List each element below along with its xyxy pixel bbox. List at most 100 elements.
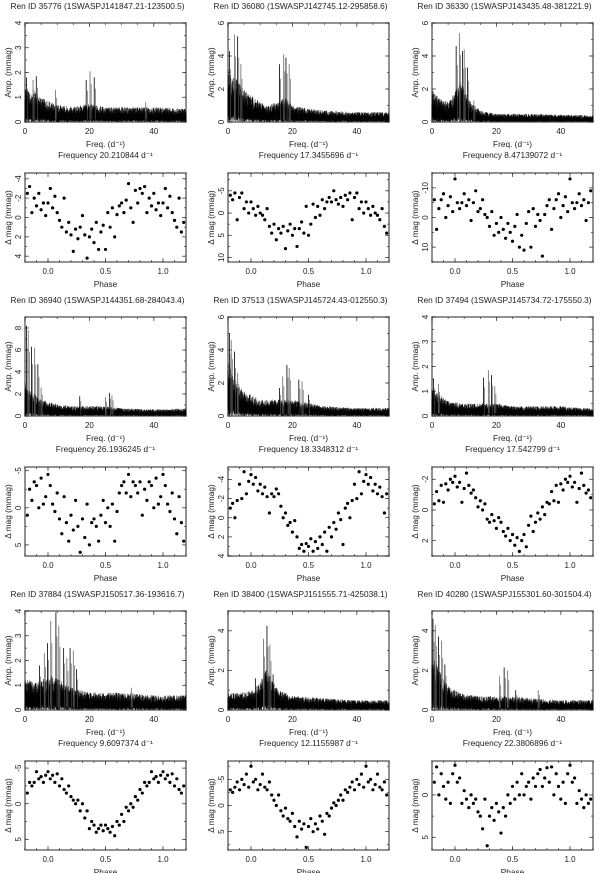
phase-point — [159, 773, 163, 777]
phase-point — [504, 534, 508, 538]
phase-point — [182, 539, 186, 543]
phase-point — [311, 549, 315, 553]
phase-point — [540, 505, 545, 509]
phase-point — [570, 780, 574, 784]
phase-point — [124, 491, 128, 495]
phase-point — [168, 509, 172, 514]
phase-point — [508, 539, 512, 543]
y-axis-label: Δ mag (mmag) — [3, 484, 13, 539]
phase-point — [513, 224, 517, 228]
phase-point — [566, 209, 570, 214]
panel-title: Ren ID 37494 (1SWASPJ145734.72-175550.3) — [417, 295, 591, 305]
phase-point — [25, 191, 29, 195]
phase-point — [267, 224, 271, 228]
x-tick-label: 0.5 — [507, 561, 519, 570]
phase-point — [300, 827, 304, 831]
phase-point — [156, 502, 160, 506]
y-tick-label: 0 — [217, 803, 226, 808]
phase-point — [110, 502, 114, 506]
phase-point — [573, 207, 577, 211]
phase-point — [258, 482, 262, 486]
y-axis-label: Amp. (mmag) — [410, 341, 420, 391]
y-axis-label: Amp. (mmag) — [3, 635, 13, 685]
phase-point — [302, 549, 306, 553]
phase-point — [270, 492, 274, 496]
frequency-caption: Frequency 12.1155987 d⁻¹ — [259, 738, 358, 748]
x-tick-label: 0 — [23, 127, 28, 136]
phase-point — [373, 211, 377, 215]
phase-point — [48, 777, 52, 781]
phase-point — [524, 784, 528, 789]
phase-point — [362, 211, 366, 215]
y-tick-label: 0 — [14, 801, 23, 806]
phase-point — [94, 524, 98, 528]
phase-point — [543, 776, 547, 780]
plot-frame — [431, 316, 594, 417]
y-tick-label: 0 — [14, 413, 23, 418]
phase-point — [499, 520, 503, 524]
y-axis-label: Amp. (mmag) — [206, 341, 216, 391]
phase-point — [44, 213, 48, 218]
x-tick-label: 40 — [556, 715, 565, 724]
phase-point — [364, 200, 368, 204]
x-tick-label: 0.0 — [245, 561, 257, 570]
phase-point — [586, 488, 591, 492]
phase-point — [481, 198, 485, 202]
phase-point — [556, 500, 561, 504]
phase-point — [131, 805, 135, 809]
phase-point — [313, 822, 317, 826]
phase-point — [279, 504, 283, 508]
phase-point — [561, 780, 565, 784]
phase-point — [378, 485, 382, 489]
phase-point — [163, 186, 167, 191]
x-axis-label: Phase — [501, 573, 525, 583]
phase-point — [39, 476, 43, 480]
phase-point — [561, 488, 565, 492]
phase-point — [240, 496, 244, 501]
phase-point — [375, 772, 380, 776]
phase-point — [256, 489, 260, 493]
phase-point — [510, 239, 515, 243]
phase-point — [568, 474, 572, 478]
phase-point — [44, 495, 48, 499]
phase-point — [41, 780, 46, 784]
phase-point — [547, 198, 551, 202]
x-tick-label: 0.5 — [507, 855, 519, 864]
phase-point — [522, 793, 526, 797]
phase-point — [494, 801, 498, 805]
y-tick-label: 5 — [14, 542, 23, 547]
phase-point — [25, 791, 29, 795]
y-tick-label: 0 — [421, 413, 430, 418]
phase-point — [481, 827, 485, 831]
phase-point — [92, 823, 96, 827]
phase-point — [85, 809, 89, 813]
phase-point — [559, 797, 563, 801]
phase-point — [460, 500, 464, 504]
phase-point — [487, 520, 492, 524]
phase-point — [288, 520, 292, 525]
phase-point — [290, 530, 294, 534]
phase-point — [258, 211, 262, 215]
phase-point — [579, 471, 584, 475]
phase-point — [435, 765, 439, 769]
phase-point — [513, 797, 517, 801]
y-tick-label: 0 — [217, 210, 226, 215]
phase-point — [589, 496, 593, 500]
x-tick-label: 0 — [430, 715, 435, 724]
phase-point — [231, 198, 235, 202]
x-tick-label: 0 — [226, 715, 231, 724]
spectrum-trace — [227, 363, 390, 416]
phase-point — [359, 772, 363, 776]
phase-point — [506, 793, 510, 797]
phase-point — [80, 802, 85, 806]
phase-point — [432, 502, 436, 506]
phase-point — [272, 495, 276, 499]
y-tick-label: 0 — [217, 413, 226, 418]
phase-point — [437, 207, 441, 211]
plot-frame — [227, 172, 390, 263]
phase-point — [323, 207, 327, 211]
spectrum-trace — [24, 89, 187, 122]
phase-point — [78, 809, 82, 813]
phase-point — [499, 215, 503, 220]
phase-point — [156, 201, 160, 205]
